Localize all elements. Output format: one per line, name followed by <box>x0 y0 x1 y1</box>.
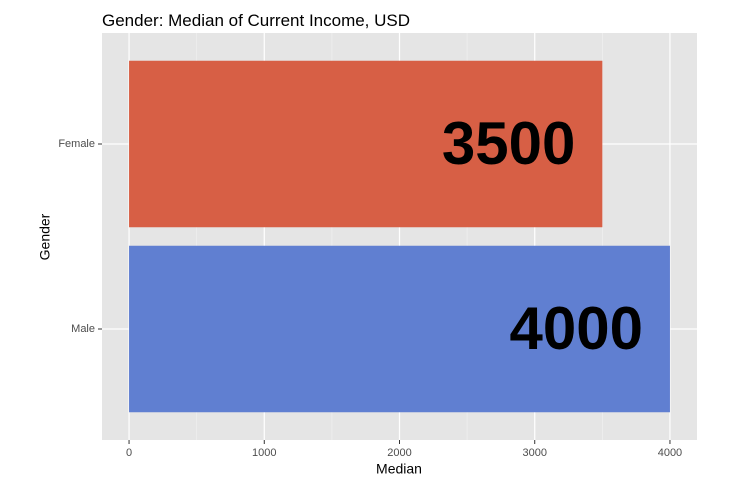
x-tick-label: 3000 <box>522 447 546 459</box>
bar <box>129 60 603 228</box>
y-tick-label: Male <box>71 323 95 335</box>
bar <box>129 245 670 413</box>
x-tick-label: 2000 <box>387 447 411 459</box>
value-label: 4000 <box>509 295 642 362</box>
x-tick-label: 1000 <box>252 447 276 459</box>
x-tick-label: 4000 <box>658 447 682 459</box>
y-tick-label: Female <box>58 138 95 150</box>
x-tick-label: 0 <box>126 447 132 459</box>
x-axis-title: Median <box>376 461 422 477</box>
y-axis-title: Gender <box>37 213 53 260</box>
value-label: 3500 <box>442 110 575 177</box>
chart-title: Gender: Median of Current Income, USD <box>102 11 410 30</box>
